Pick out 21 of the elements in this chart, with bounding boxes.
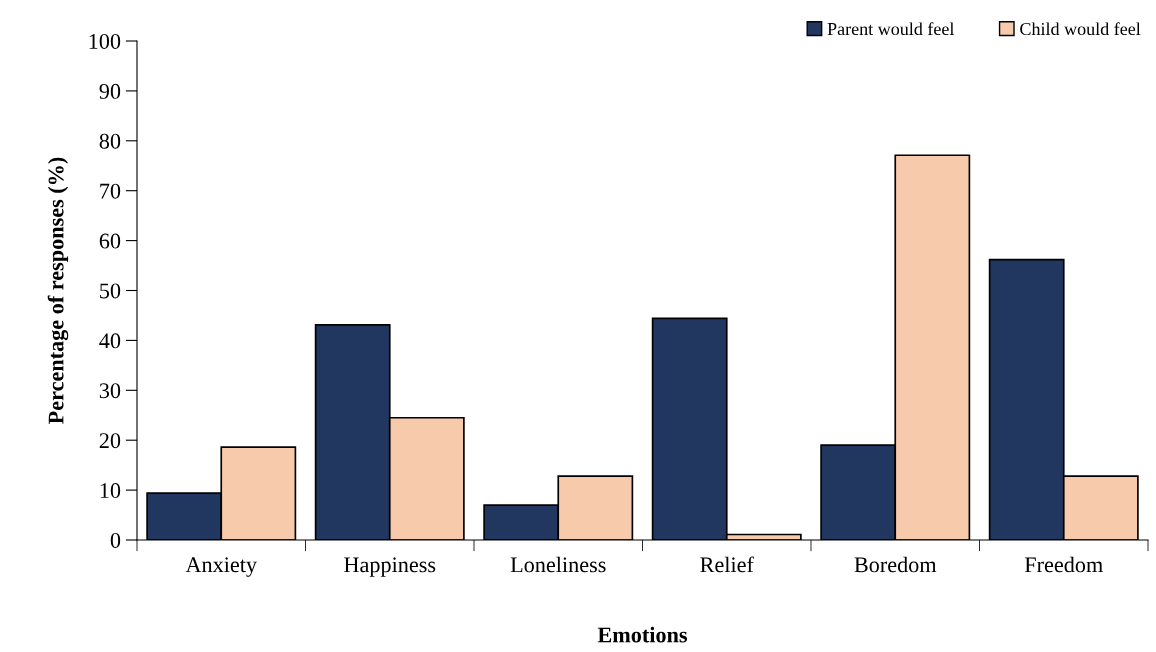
y-tick-label: 100 — [89, 33, 121, 49]
y-axis-title: Percentage of responses (%) — [47, 157, 69, 424]
y-tick-label: 90 — [99, 83, 121, 99]
y-tick-label: 20 — [99, 433, 121, 449]
x-axis-title: Emotions — [597, 626, 688, 643]
legend-label: Child would feel — [1020, 22, 1141, 36]
y-tick-label: 0 — [110, 532, 121, 548]
y-tick-label: 70 — [100, 183, 121, 199]
x-tick-label: Freedom — [1024, 556, 1103, 573]
x-tick-label: Happiness — [344, 557, 436, 577]
y-tick-label: 40 — [99, 333, 121, 349]
legend-label: Parent would feel — [827, 22, 955, 36]
y-tick-label: 80 — [99, 133, 121, 149]
x-tick-label: Anxiety — [185, 557, 257, 577]
y-tick-label: 60 — [99, 233, 121, 249]
x-tick-label: Boredom — [854, 556, 937, 573]
y-tick-label: 10 — [100, 483, 121, 499]
x-tick-label: Relief — [700, 556, 754, 573]
y-tick-label: 50 — [100, 283, 121, 299]
y-tick-label: 30 — [99, 383, 121, 399]
x-tick-label: Loneliness — [510, 556, 606, 573]
